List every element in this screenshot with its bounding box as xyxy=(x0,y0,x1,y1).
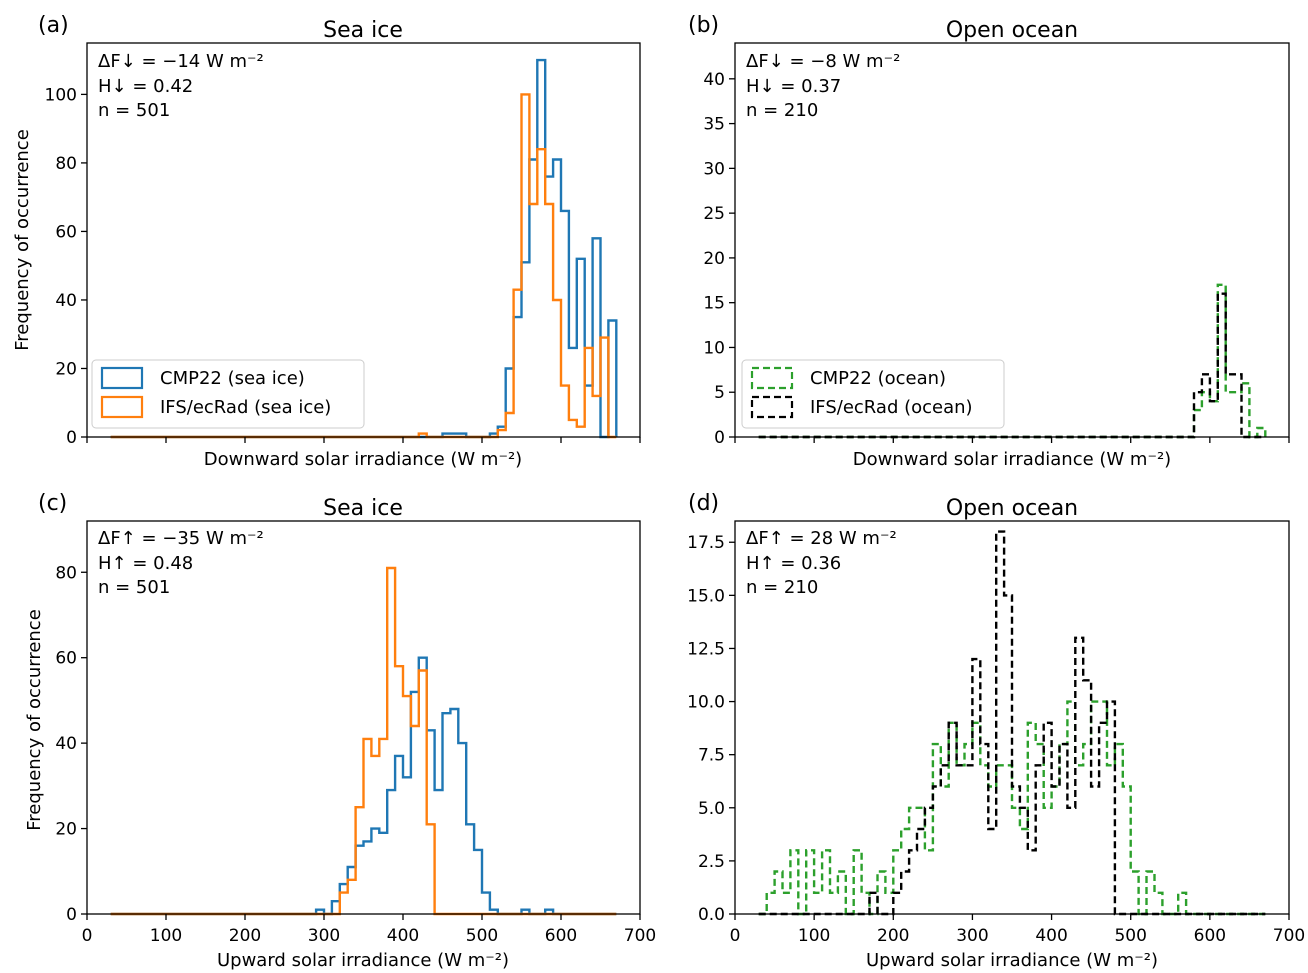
panel-c-xtick-label: 700 xyxy=(624,926,656,946)
panel-b-legend-box xyxy=(741,359,1005,429)
panel-c-ytick-label: 80 xyxy=(55,563,77,583)
panel-b: (b) Open ocean Downward solar irradiance… xyxy=(688,13,1171,470)
panel-b-legend: CMP22 (ocean) IFS/ecRad (ocean) xyxy=(741,359,1005,429)
panel-a-title: Sea ice xyxy=(323,18,403,43)
panel-d-annotation-n: n = 210 xyxy=(746,577,818,598)
panel-a-annotation-delta-f: ΔF↓ = −14 W m⁻² xyxy=(98,51,264,72)
panel-d: (d) Open ocean Upward solar irradiance (… xyxy=(688,491,1158,971)
panel-d-ytick-label: 2.5 xyxy=(698,852,725,872)
panel-c-ytick-label: 0 xyxy=(66,905,77,925)
panel-a-annotation-h: H↓ = 0.42 xyxy=(98,76,193,97)
panel-d-xlabel: Upward solar irradiance (W m⁻²) xyxy=(866,950,1158,971)
panel-a-legend-swatch-ifs xyxy=(100,395,144,419)
panel-d-xtick-label: 100 xyxy=(798,926,830,946)
panel-c-letter: (c) xyxy=(38,491,67,516)
panel-d-letter: (d) xyxy=(688,491,719,516)
panel-b-xlabel: Downward solar irradiance (W m⁻²) xyxy=(853,449,1171,470)
panel-a-ylabel: Frequency of occurrence xyxy=(12,129,33,351)
panel-a-ytick-label: 80 xyxy=(55,154,77,174)
panel-b-legend-label-ifs: IFS/ecRad (ocean) xyxy=(810,397,973,418)
panel-b-letter: (b) xyxy=(688,13,719,38)
panel-a-letter: (a) xyxy=(38,13,69,38)
panel-a-annotation-n: n = 501 xyxy=(98,100,170,121)
panel-d-xtick-label: 200 xyxy=(877,926,909,946)
panel-d-xtick-label: 700 xyxy=(1273,926,1305,946)
panel-b-annotation-delta-f: ΔF↓ = −8 W m⁻² xyxy=(746,51,900,72)
panel-d-plot: 0.0 2.5 5.0 7.5 10.0 12.5 15.0 17.5 0 100 200 300 40… xyxy=(687,520,1305,946)
panel-b-title: Open ocean xyxy=(946,18,1078,43)
panel-c-ytick-label: 20 xyxy=(55,820,77,840)
panel-a-legend: CMP22 (sea ice) IFS/ecRad (sea ice) xyxy=(91,359,365,429)
panel-a-axes-frame xyxy=(86,42,641,438)
panel-b-ytick-label: 40 xyxy=(703,70,725,90)
panel-c-annotation-delta-f: ΔF↑ = −35 W m⁻² xyxy=(98,528,264,549)
panel-d-ytick-label: 10.0 xyxy=(687,693,725,713)
panel-a-ytick-label: 40 xyxy=(55,291,77,311)
panel-c-xlabel: Upward solar irradiance (W m⁻²) xyxy=(217,950,509,971)
panel-d-xtick-label: 300 xyxy=(956,926,988,946)
panel-a-legend-swatch-cmp22 xyxy=(100,366,144,390)
panel-a-plot: 0 20 40 60 80 100 xyxy=(45,42,641,448)
panel-a-ytick-label: 100 xyxy=(45,85,77,105)
panel-a-legend-label-ifs: IFS/ecRad (sea ice) xyxy=(160,397,331,418)
panel-d-axes-frame xyxy=(734,520,1290,915)
panel-b-legend-label-cmp22: CMP22 (ocean) xyxy=(810,368,946,389)
panel-b-annotation-h: H↓ = 0.37 xyxy=(746,76,841,97)
panel-c-xtick-label: 600 xyxy=(545,926,577,946)
panel-c-xtick-label: 100 xyxy=(150,926,182,946)
panel-d-ytick-label: 12.5 xyxy=(687,639,725,659)
panel-b-legend-swatch-ifs xyxy=(750,395,794,419)
panel-b-ytick-label: 30 xyxy=(703,159,725,179)
panel-d-ytick-label: 5.0 xyxy=(698,799,725,819)
panel-a-ytick-label: 60 xyxy=(55,222,77,242)
panel-d-ytick-label: 15.0 xyxy=(687,586,725,606)
panel-c-annotation-n: n = 501 xyxy=(98,577,170,598)
panel-b-legend-swatch-cmp22 xyxy=(750,366,794,390)
panel-a-xlabel: Downward solar irradiance (W m⁻²) xyxy=(204,449,522,470)
panel-d-ytick-label: 17.5 xyxy=(687,533,725,553)
panel-c-ytick-label: 60 xyxy=(55,649,77,669)
panel-b-axes-frame xyxy=(734,42,1290,438)
panel-c-ytick-label: 40 xyxy=(55,734,77,754)
panel-c-xtick-label: 300 xyxy=(308,926,340,946)
panel-a-ytick-label: 20 xyxy=(55,359,77,379)
panel-b-ytick-label: 10 xyxy=(703,338,725,358)
panel-d-xtick-label: 400 xyxy=(1035,926,1067,946)
panel-c-xtick-label: 500 xyxy=(466,926,498,946)
panel-d-annotation-h: H↑ = 0.36 xyxy=(746,553,841,574)
panel-c-title: Sea ice xyxy=(323,496,403,521)
panel-b-ytick-label: 5 xyxy=(714,383,725,403)
panel-c-annotation-h: H↑ = 0.48 xyxy=(98,553,193,574)
panel-b-ytick-label: 35 xyxy=(703,115,725,135)
panel-a: (a) Sea ice Downward solar irradiance (W… xyxy=(12,13,522,470)
panel-d-xtick-label: 500 xyxy=(1114,926,1146,946)
panel-a-legend-box xyxy=(91,359,365,429)
panel-b-ytick-label: 25 xyxy=(703,204,725,224)
panel-c-xtick-label: 400 xyxy=(387,926,419,946)
panel-b-ytick-label: 20 xyxy=(703,249,725,269)
panel-c-xtick-label: 0 xyxy=(82,926,93,946)
panel-b-plot: 0 5 10 15 20 25 30 35 40 xyxy=(703,42,1290,448)
panel-d-title: Open ocean xyxy=(946,496,1078,521)
panel-c: (c) Sea ice Upward solar irradiance (W m… xyxy=(24,491,509,971)
panel-b-ytick-label: 15 xyxy=(703,294,725,314)
panel-c-xtick-label: 200 xyxy=(229,926,261,946)
panel-d-xtick-label: 0 xyxy=(730,926,741,946)
panel-c-axes-frame xyxy=(86,520,641,915)
panel-d-xtick-label: 600 xyxy=(1194,926,1226,946)
panel-c-plot: 0 20 40 60 80 0 100 200 300 400 500 600 700 xyxy=(55,520,656,946)
panel-c-ylabel: Frequency of occurrence xyxy=(24,609,45,831)
panel-d-ytick-label: 0.0 xyxy=(698,905,725,925)
panel-b-annotation-n: n = 210 xyxy=(746,100,818,121)
panel-d-ytick-label: 7.5 xyxy=(698,746,725,766)
panel-b-ytick-label: 0 xyxy=(714,428,725,448)
panel-a-ytick-label: 0 xyxy=(66,428,77,448)
panel-a-legend-label-cmp22: CMP22 (sea ice) xyxy=(160,368,305,389)
panel-d-annotation-delta-f: ΔF↑ = 28 W m⁻² xyxy=(746,528,897,549)
